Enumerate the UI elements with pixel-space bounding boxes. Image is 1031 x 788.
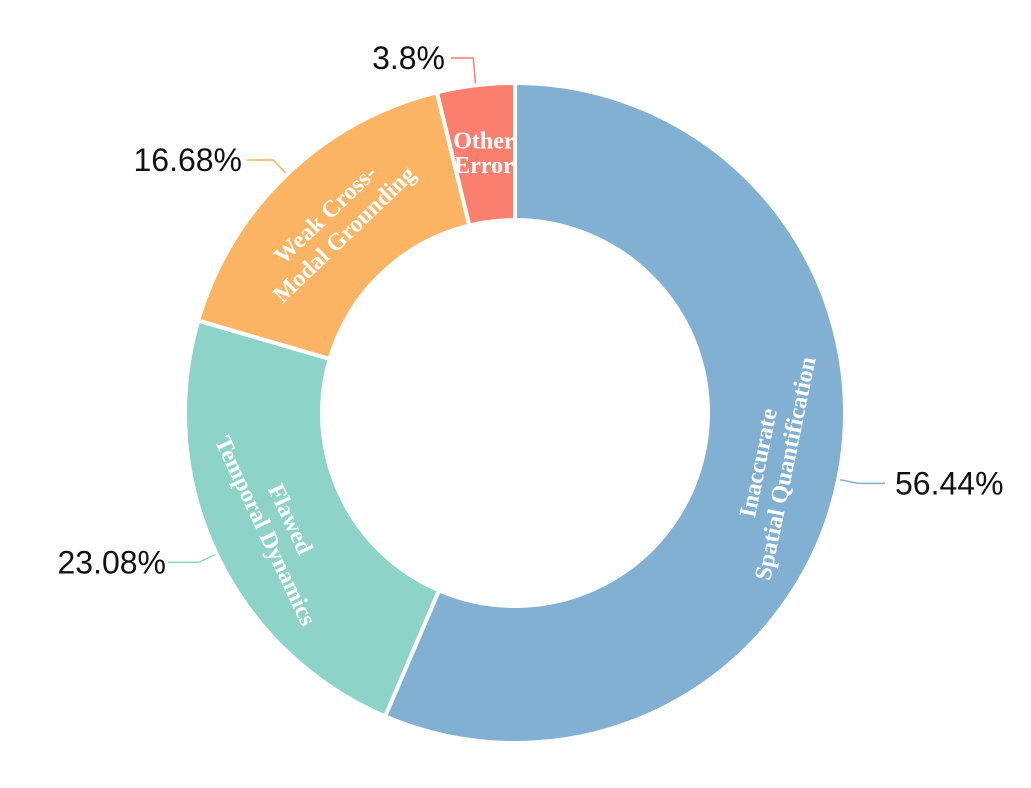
- percent-label-weak-cross-modal-grounding: 16.68%: [133, 142, 242, 178]
- slice-weak-cross-modal-grounding: [196, 90, 472, 361]
- leader-line-flawed-temporal-dynamics: [168, 554, 216, 564]
- slice-flawed-temporal-dynamics: [183, 318, 442, 719]
- percent-label-inaccurate-spatial-quantification: 56.44%: [895, 465, 1004, 501]
- percent-label-other-error: 3.8%: [372, 40, 445, 76]
- leader-line-inaccurate-spatial-quantification: [840, 478, 885, 485]
- leader-line-other-error: [451, 57, 477, 84]
- slice-other-error: [434, 81, 517, 228]
- slice-label-other-error: Other Error: [453, 129, 515, 179]
- percent-label-flawed-temporal-dynamics: 23.08%: [57, 544, 166, 580]
- slice-inaccurate-spatial-quantification: [383, 81, 847, 745]
- leader-line-weak-cross-modal-grounding: [247, 159, 287, 174]
